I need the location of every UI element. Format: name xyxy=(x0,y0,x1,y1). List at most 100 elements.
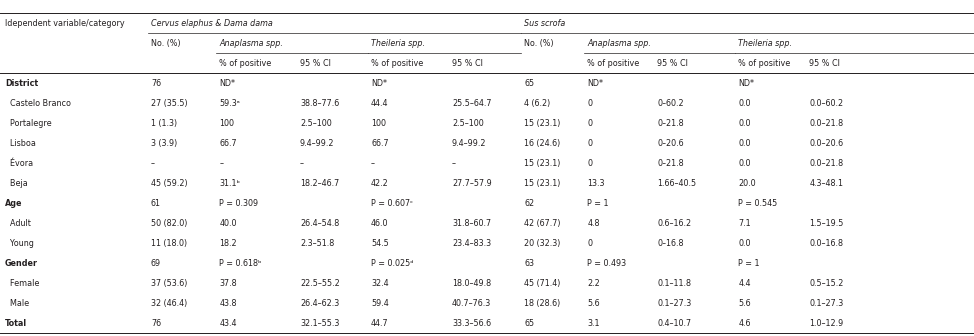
Text: 44.7: 44.7 xyxy=(371,319,389,328)
Text: 2.2: 2.2 xyxy=(587,279,600,288)
Text: 0–21.8: 0–21.8 xyxy=(657,159,684,168)
Text: 45 (71.4): 45 (71.4) xyxy=(524,279,560,288)
Text: % of positive: % of positive xyxy=(371,59,424,68)
Text: 20.0: 20.0 xyxy=(738,179,756,188)
Text: Gender: Gender xyxy=(5,259,38,268)
Text: 100: 100 xyxy=(219,119,234,128)
Text: ND*: ND* xyxy=(371,79,387,88)
Text: 43.8: 43.8 xyxy=(219,299,237,308)
Text: 20 (32.3): 20 (32.3) xyxy=(524,239,560,248)
Text: 95 % CI: 95 % CI xyxy=(300,59,331,68)
Text: 23.4–83.3: 23.4–83.3 xyxy=(452,239,491,248)
Text: % of positive: % of positive xyxy=(587,59,640,68)
Text: 31.8–60.7: 31.8–60.7 xyxy=(452,219,491,228)
Text: 15 (23.1): 15 (23.1) xyxy=(524,179,560,188)
Text: No. (%): No. (%) xyxy=(151,39,180,48)
Text: –: – xyxy=(300,159,304,168)
Text: 95 % CI: 95 % CI xyxy=(657,59,689,68)
Text: –: – xyxy=(219,159,223,168)
Text: 66.7: 66.7 xyxy=(219,139,237,148)
Text: 27 (35.5): 27 (35.5) xyxy=(151,99,188,108)
Text: 2.3–51.8: 2.3–51.8 xyxy=(300,239,334,248)
Text: 43.4: 43.4 xyxy=(219,319,237,328)
Text: % of positive: % of positive xyxy=(738,59,791,68)
Text: 45 (59.2): 45 (59.2) xyxy=(151,179,188,188)
Text: 26.4–54.8: 26.4–54.8 xyxy=(300,219,339,228)
Text: 44.4: 44.4 xyxy=(371,99,389,108)
Text: 40.0: 40.0 xyxy=(219,219,237,228)
Text: Adult: Adult xyxy=(5,219,31,228)
Text: 0.0: 0.0 xyxy=(738,99,751,108)
Text: 0: 0 xyxy=(587,119,592,128)
Text: 0.4–10.7: 0.4–10.7 xyxy=(657,319,692,328)
Text: 0–16.8: 0–16.8 xyxy=(657,239,684,248)
Text: Cervus elaphus & Dama dama: Cervus elaphus & Dama dama xyxy=(151,19,273,28)
Text: 0.0–21.8: 0.0–21.8 xyxy=(809,159,843,168)
Text: 38.8–77.6: 38.8–77.6 xyxy=(300,99,339,108)
Text: 4.4: 4.4 xyxy=(738,279,751,288)
Text: 1.66–40.5: 1.66–40.5 xyxy=(657,179,696,188)
Text: Anaplasma spp.: Anaplasma spp. xyxy=(219,39,283,48)
Text: 42.2: 42.2 xyxy=(371,179,389,188)
Text: Beja: Beja xyxy=(5,179,27,188)
Text: 25.5–64.7: 25.5–64.7 xyxy=(452,99,492,108)
Text: No. (%): No. (%) xyxy=(524,39,553,48)
Text: 40.7–76.3: 40.7–76.3 xyxy=(452,299,491,308)
Text: 5.6: 5.6 xyxy=(738,299,751,308)
Text: 33.3–56.6: 33.3–56.6 xyxy=(452,319,491,328)
Text: 1 (1.3): 1 (1.3) xyxy=(151,119,177,128)
Text: 0.0–21.8: 0.0–21.8 xyxy=(809,119,843,128)
Text: 65: 65 xyxy=(524,319,534,328)
Text: 0: 0 xyxy=(587,99,592,108)
Text: 18.0–49.8: 18.0–49.8 xyxy=(452,279,491,288)
Text: 27.7–57.9: 27.7–57.9 xyxy=(452,179,492,188)
Text: 4 (6.2): 4 (6.2) xyxy=(524,99,550,108)
Text: 3.1: 3.1 xyxy=(587,319,600,328)
Text: 62: 62 xyxy=(524,199,534,208)
Text: 0–21.8: 0–21.8 xyxy=(657,119,684,128)
Text: District: District xyxy=(5,79,38,88)
Text: 0: 0 xyxy=(587,159,592,168)
Text: 0.0: 0.0 xyxy=(738,139,751,148)
Text: Age: Age xyxy=(5,199,22,208)
Text: 31.1ᵇ: 31.1ᵇ xyxy=(219,179,241,188)
Text: 0: 0 xyxy=(587,239,592,248)
Text: 59.4: 59.4 xyxy=(371,299,389,308)
Text: ND*: ND* xyxy=(587,79,603,88)
Text: 61: 61 xyxy=(151,199,161,208)
Text: 0.0–16.8: 0.0–16.8 xyxy=(809,239,843,248)
Text: 4.6: 4.6 xyxy=(738,319,751,328)
Text: 0.1–27.3: 0.1–27.3 xyxy=(657,299,692,308)
Text: 0: 0 xyxy=(587,139,592,148)
Text: 7.1: 7.1 xyxy=(738,219,751,228)
Text: 0.0: 0.0 xyxy=(738,119,751,128)
Text: 18 (28.6): 18 (28.6) xyxy=(524,299,560,308)
Text: Idependent variable/category: Idependent variable/category xyxy=(5,19,125,28)
Text: Female: Female xyxy=(5,279,39,288)
Text: 18.2: 18.2 xyxy=(219,239,237,248)
Text: 0.1–27.3: 0.1–27.3 xyxy=(809,299,843,308)
Text: 0.0–20.6: 0.0–20.6 xyxy=(809,139,843,148)
Text: P = 1: P = 1 xyxy=(738,259,760,268)
Text: 76: 76 xyxy=(151,79,161,88)
Text: 9.4–99.2: 9.4–99.2 xyxy=(452,139,486,148)
Text: Young: Young xyxy=(5,239,34,248)
Text: P = 0.545: P = 0.545 xyxy=(738,199,777,208)
Text: 0–20.6: 0–20.6 xyxy=(657,139,684,148)
Text: 18.2–46.7: 18.2–46.7 xyxy=(300,179,339,188)
Text: 11 (18.0): 11 (18.0) xyxy=(151,239,187,248)
Text: 42 (67.7): 42 (67.7) xyxy=(524,219,560,228)
Text: 95 % CI: 95 % CI xyxy=(809,59,841,68)
Text: –: – xyxy=(151,159,155,168)
Text: –: – xyxy=(371,159,375,168)
Text: 22.5–55.2: 22.5–55.2 xyxy=(300,279,340,288)
Text: 32.4: 32.4 xyxy=(371,279,389,288)
Text: 0.0: 0.0 xyxy=(738,239,751,248)
Text: Sus scrofa: Sus scrofa xyxy=(524,19,565,28)
Text: 2.5–100: 2.5–100 xyxy=(452,119,484,128)
Text: 69: 69 xyxy=(151,259,161,268)
Text: Castelo Branco: Castelo Branco xyxy=(5,99,71,108)
Text: ND*: ND* xyxy=(738,79,754,88)
Text: P = 0.025ᵈ: P = 0.025ᵈ xyxy=(371,259,414,268)
Text: % of positive: % of positive xyxy=(219,59,272,68)
